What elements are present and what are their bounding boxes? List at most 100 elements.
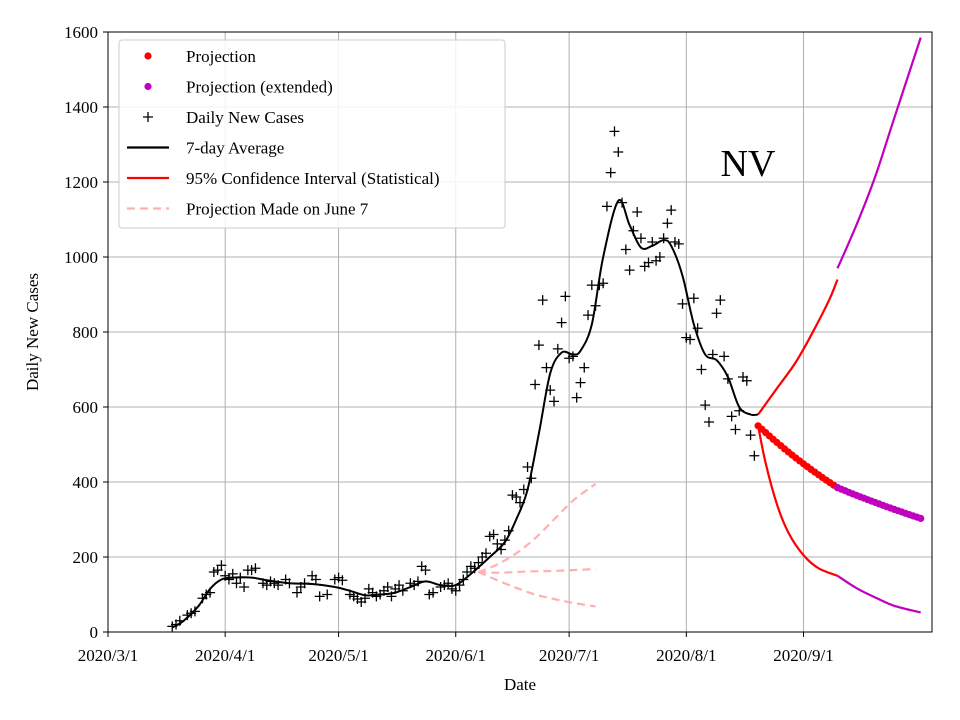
daily-cases-point [394,580,405,591]
daily-cases-point [613,147,624,157]
june7-projection-upper-line [478,483,597,574]
daily-cases-point [397,585,408,596]
daily-cases-point [360,593,371,604]
daily-cases-point [696,364,707,375]
daily-new-cases [167,126,760,632]
y-tick-label: 1400 [64,98,98,117]
projection-extended-point [917,514,925,523]
daily-cases-point [522,462,533,472]
daily-cases-point [499,535,510,546]
y-tick-label: 800 [73,323,99,342]
y-tick-label: 1000 [64,248,98,267]
daily-cases-point [541,362,552,373]
legend-label-projection: Projection [186,47,256,66]
daily-cases-point [719,351,730,362]
x-axis: 2020/3/1 2020/4/1 2020/5/1 2020/6/1 2020/7/1… [78,632,834,665]
daily-cases-point [462,567,473,577]
y-axis: 0 200 400 600 800 1000 1200 1400 1600 [64,23,108,642]
daily-cases-point [575,377,586,388]
y-tick-label: 200 [73,548,99,567]
ci-upper-extended-line [836,37,922,269]
legend-box [118,39,506,229]
legend-label-june7: Projection Made on June 7 [186,200,369,219]
legend-label-projection_extended: Projection (extended) [186,78,333,97]
daily-cases-point [488,529,499,540]
daily-cases-point [688,293,699,304]
daily-cases-point [174,615,185,626]
daily-cases-point [700,400,711,411]
legend-label-ci: 95% Confidence Interval (Statistical) [186,169,440,188]
daily-cases-point [322,589,333,600]
daily-cases-point [677,298,688,309]
daily-cases-point [518,484,529,495]
daily-cases-point [647,237,658,247]
daily-cases-point [579,362,590,373]
confidence-interval [757,37,922,614]
legend-marker-projection [144,52,152,60]
daily-cases-point [707,349,718,360]
daily-cases-point [715,295,726,306]
x-tick-label: 2020/3/1 [78,646,138,665]
daily-cases-point [711,308,722,319]
daily-cases-point [223,574,234,585]
daily-cases-point [605,167,616,178]
daily-cases-point [722,373,733,384]
daily-cases-point [310,574,321,585]
daily-cases-point [515,497,525,508]
daily-cases-point [598,278,609,289]
daily-cases-point [617,197,628,208]
daily-cases-point [730,424,741,435]
daily-cases-point [749,450,760,461]
x-tick-label: 2020/6/1 [426,646,486,665]
daily-cases-point [692,323,703,334]
daily-cases-point [643,257,654,268]
y-tick-label: 600 [73,398,99,417]
june7-projection-middle-line [478,567,596,574]
daily-cases-point [299,578,310,589]
x-tick-label: 2020/5/1 [308,646,368,665]
y-axis-label: Daily New Cases [23,273,42,391]
daily-cases-point [601,201,612,212]
daily-cases-point [284,578,295,589]
x-axis-label: Date [504,675,536,694]
daily-cases-point [734,405,745,416]
daily-cases-point [556,317,567,328]
daily-cases-point [291,587,302,598]
daily-cases-point [628,225,639,236]
state-annotation: NV [721,143,776,185]
daily-cases-point [583,310,594,321]
daily-cases-point [726,411,737,422]
daily-cases-point [382,582,393,592]
daily-cases-point [549,396,560,407]
daily-cases-point [567,351,578,362]
daily-cases-point [189,606,200,617]
daily-cases-point [337,575,348,586]
daily-cases-point [530,379,541,390]
daily-cases-point [314,591,325,602]
daily-cases-point [386,591,397,602]
ci-lower-line [757,425,838,577]
june7-projection [477,483,597,608]
daily-cases-point [480,548,491,559]
daily-cases-point [666,205,677,216]
daily-cases-point [654,252,665,262]
daily-cases-point [560,291,571,302]
daily-cases-point [609,126,620,137]
y-tick-label: 400 [73,473,99,492]
daily-cases-point [703,417,714,427]
x-tick-label: 2020/9/1 [773,646,833,665]
daily-cases-point [250,563,261,574]
daily-cases-point [216,560,227,571]
daily-cases-point [741,375,752,386]
legend-marker-daily [143,112,153,122]
daily-cases-point [231,578,242,589]
daily-cases-point [496,544,507,555]
legend: Projection Projection (extended) Daily New… [118,39,506,229]
daily-cases-point [420,565,431,576]
daily-cases-point [492,538,503,549]
daily-cases-point [545,385,556,396]
daily-cases-point [205,587,216,598]
daily-cases-point [658,233,669,244]
daily-cases-point [526,473,537,484]
